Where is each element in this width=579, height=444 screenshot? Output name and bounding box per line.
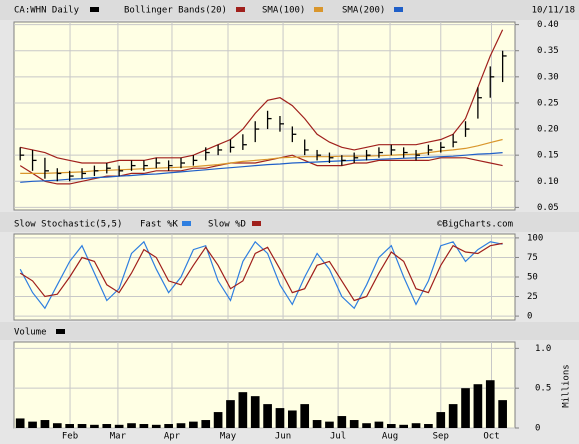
volume-bar (312, 420, 322, 428)
volume-bar (65, 424, 74, 428)
x-tick-label: Feb (62, 432, 78, 442)
volume-bar (337, 416, 347, 428)
y-tick-label: 0.35 (537, 46, 559, 56)
x-tick-label: Aug (382, 432, 398, 442)
volume-bar (102, 424, 112, 428)
credit: ©BigCharts.com (437, 220, 513, 230)
sma-line (20, 138, 503, 174)
y-tick-label: 0.10 (537, 177, 559, 187)
legend-swatch (182, 221, 191, 226)
volume-bar (40, 420, 50, 428)
stochastic-line (19, 242, 503, 302)
chart-title: Volume (14, 328, 47, 338)
x-tick-label: Jun (275, 432, 291, 442)
volume-bar (151, 424, 161, 428)
volume-bar (52, 423, 62, 428)
x-tick-label: Jul (330, 432, 346, 442)
y-tick-label: 0.40 (537, 20, 559, 30)
volume-bar (90, 424, 99, 428)
y-tick-label: 0.5 (535, 384, 551, 394)
volume-bar (411, 423, 421, 428)
legend-label: SMA(100) (262, 6, 305, 16)
volume-bar (461, 388, 470, 428)
y-tick-label: 1.0 (535, 344, 551, 354)
legend-swatch (90, 7, 99, 12)
header-strip (0, 322, 579, 340)
volume-bar (275, 408, 285, 428)
bollinger-upper (20, 29, 504, 164)
y-tick-label: 50 (527, 273, 538, 283)
volume-bar (436, 412, 446, 428)
volume-bar (189, 421, 198, 428)
volume-bar (498, 400, 507, 428)
volume-bar (485, 380, 495, 428)
volume-bar (250, 396, 260, 428)
volume-bar (201, 420, 211, 428)
volume-bar (386, 424, 396, 428)
volume-bar (176, 423, 186, 428)
legend-swatch (236, 7, 245, 12)
volume-bar (448, 404, 458, 428)
y-axis-label: Millions (562, 364, 572, 407)
legend-label: Bollinger Bands(20) (124, 6, 227, 16)
y-tick-label: 0.15 (537, 151, 559, 161)
header-strip (0, 0, 579, 20)
volume-bar (213, 412, 223, 428)
legend-label: Slow %D (208, 220, 246, 230)
legend-label: Fast %K (140, 220, 179, 230)
header-strip (0, 212, 579, 232)
y-tick-label: 0 (527, 312, 532, 322)
volume-bar (226, 400, 235, 428)
y-tick-label: 0.25 (537, 98, 559, 108)
legend-swatch (314, 7, 323, 12)
volume-bar (238, 392, 248, 428)
volume-bar (300, 404, 310, 428)
volume-bar (399, 424, 408, 428)
volume-bar (164, 424, 173, 428)
y-tick-label: 0.30 (537, 72, 559, 82)
plot-area (13, 21, 516, 211)
y-tick-label: 0.05 (537, 203, 559, 213)
legend-swatch (56, 329, 65, 334)
stochastic-line (19, 240, 503, 310)
legend-label: SMA(200) (342, 6, 385, 16)
chart-title: Slow Stochastic(5,5) (14, 220, 122, 230)
legend-swatch (394, 7, 403, 12)
date: 10/11/18 (532, 6, 575, 16)
volume-bar (139, 424, 149, 428)
y-tick-label: 75 (527, 253, 538, 263)
volume-bar (424, 424, 433, 428)
x-tick-label: Apr (164, 432, 181, 442)
volume-bar (15, 418, 25, 428)
x-tick-label: Oct (483, 432, 499, 442)
volume-bar (362, 423, 371, 428)
legend-swatch (252, 221, 261, 226)
y-tick-label: 0 (535, 424, 540, 434)
sma-line (20, 152, 503, 183)
y-tick-label: 0.20 (537, 125, 559, 135)
volume-bar (263, 404, 272, 428)
volume-bar (28, 421, 37, 428)
volume-bar (127, 423, 136, 428)
x-tick-label: Sep (433, 432, 449, 442)
y-tick-label: 100 (527, 233, 543, 243)
volume-bar (77, 424, 87, 428)
x-tick-label: Mar (110, 432, 127, 442)
volume-bar (349, 420, 359, 428)
volume-bar (374, 421, 384, 428)
volume-bar (473, 384, 483, 428)
volume-bar (325, 421, 334, 428)
volume-bar (114, 424, 124, 428)
x-tick-label: May (220, 432, 237, 442)
volume-bar (288, 410, 297, 428)
chart-title: CA:WHN Daily (14, 6, 80, 16)
y-tick-label: 25 (527, 292, 538, 302)
